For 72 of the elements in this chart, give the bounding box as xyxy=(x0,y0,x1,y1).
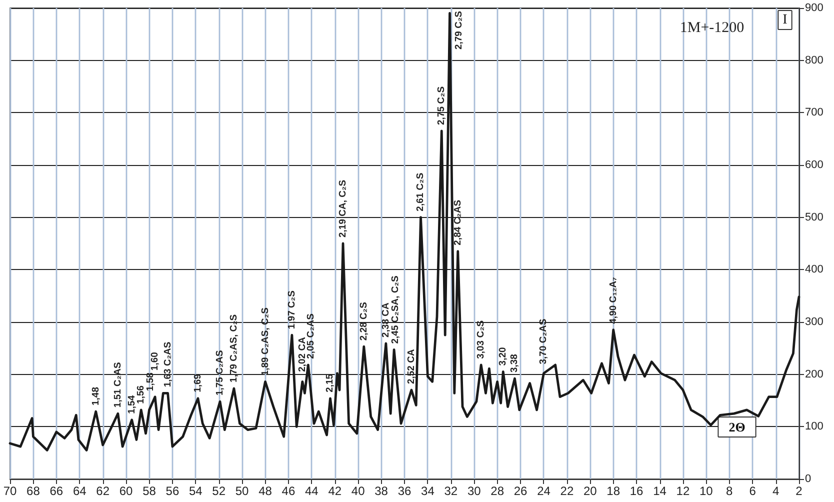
x-tick-label: 40 xyxy=(351,484,366,498)
annotation: 1,69 xyxy=(192,374,204,392)
x-tick-label: 6 xyxy=(749,484,756,498)
annotation: 2,02 CA xyxy=(296,336,308,372)
annotation: 1,56 xyxy=(136,385,147,404)
x-tick-label: 34 xyxy=(421,484,435,498)
x-tick-label: 42 xyxy=(328,484,342,498)
x-tick-label: 58 xyxy=(142,484,156,498)
y-axis-title: I xyxy=(782,12,788,28)
x-tick-label: 4 xyxy=(772,484,780,498)
annotation: 1,51 C₂AS xyxy=(112,362,124,408)
annotation: 1M+-1200 xyxy=(680,20,744,36)
x-tick-label: 2 xyxy=(796,484,803,498)
annotation: 2,75 C₂S xyxy=(436,86,448,125)
annotation: 2,45 C₂SA, C₂S xyxy=(390,276,402,344)
annotation: 2,61 C₂S xyxy=(415,172,426,212)
y-tick-label: 500 xyxy=(805,211,824,224)
annotation: 2,79 C₂S xyxy=(453,10,464,50)
annotation: 2,84 C₂AS xyxy=(452,200,464,246)
y-tick-label: 0 xyxy=(805,473,812,485)
x-axis-title: 2Θ xyxy=(728,420,746,434)
annotation: 2,19 CA, C₂S xyxy=(338,180,349,238)
x-tick-label: 8 xyxy=(726,484,734,498)
annotation: 1,75 C₂AS xyxy=(214,350,226,396)
x-tick-label: 10 xyxy=(699,484,714,498)
x-tick-label: 56 xyxy=(166,484,180,498)
x-tick-label: 62 xyxy=(96,484,110,498)
y-tick-label: 900 xyxy=(805,2,824,14)
line-series xyxy=(8,12,800,452)
annotation: 2,05 C₂AS xyxy=(306,313,317,359)
y-tick-label: 300 xyxy=(805,316,824,328)
x-tick-label: 22 xyxy=(560,484,574,498)
x-tick-label: 44 xyxy=(304,484,319,498)
x-tick-label: 12 xyxy=(676,484,690,498)
x-tick-label: 20 xyxy=(583,484,598,498)
x-tick-label: 24 xyxy=(537,484,551,498)
x-tick-label: 48 xyxy=(258,484,272,498)
annotation: 2,15 xyxy=(324,373,336,392)
y-tick-label: 600 xyxy=(805,159,824,171)
y-tick-label: 400 xyxy=(805,264,824,276)
x-tick-label: 64 xyxy=(72,484,87,498)
y-tick-label: 200 xyxy=(805,368,824,380)
y-tick-label: 100 xyxy=(805,420,824,433)
x-tick-label: 38 xyxy=(374,484,388,498)
annotation: 3,38 xyxy=(509,354,520,373)
y-tick-label: 700 xyxy=(805,106,824,119)
annotation: 1,54 xyxy=(126,394,138,414)
x-tick-label: 50 xyxy=(235,484,250,498)
annotation: 1,60 xyxy=(150,352,161,371)
x-tick-label: 70 xyxy=(3,484,17,498)
x-tick-label: 26 xyxy=(514,484,528,498)
annotation: 1,79 C₂AS, C₂S xyxy=(228,314,240,382)
annotation: 3,70 C₂AS xyxy=(538,318,550,364)
x-tick-label: 28 xyxy=(490,484,504,498)
x-tick-label: 16 xyxy=(630,484,644,498)
annotation: 1,48 xyxy=(90,386,102,406)
x-tick-label: 54 xyxy=(188,484,203,498)
y-tick-label: 800 xyxy=(805,54,824,66)
x-tick-label: 32 xyxy=(444,484,458,498)
x-tick-label: 36 xyxy=(398,484,412,498)
annotation: 2,28 C₂S xyxy=(358,302,370,341)
x-tick-label: 52 xyxy=(212,484,226,498)
x-tick-label: 68 xyxy=(26,484,40,498)
x-tick-label: 46 xyxy=(282,484,296,498)
x-tick-label: 18 xyxy=(606,484,620,498)
x-tick-label: 14 xyxy=(653,484,667,498)
x-tick-label: 60 xyxy=(119,484,134,498)
annotation: 1,63 C₂AS xyxy=(162,342,174,388)
x-tick-label: 66 xyxy=(50,484,64,498)
annotation: 4,90 C₁₂A₇ xyxy=(608,276,619,324)
x-tick-label: 30 xyxy=(467,484,482,498)
annotation: 3,20 xyxy=(498,347,509,366)
